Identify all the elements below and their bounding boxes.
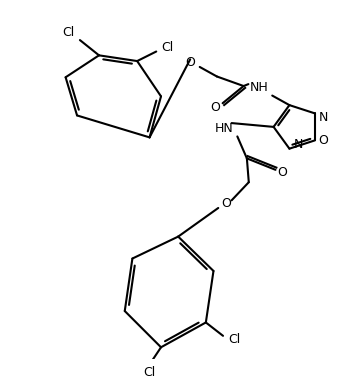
Text: Cl: Cl bbox=[228, 333, 241, 346]
Text: NH: NH bbox=[249, 82, 268, 94]
Text: Cl: Cl bbox=[62, 26, 75, 39]
Text: N: N bbox=[293, 138, 303, 152]
Text: O: O bbox=[318, 134, 329, 147]
Text: Cl: Cl bbox=[162, 41, 174, 54]
Text: Cl: Cl bbox=[143, 365, 156, 376]
Text: N: N bbox=[319, 111, 328, 124]
Text: O: O bbox=[277, 166, 287, 179]
Text: O: O bbox=[185, 56, 195, 69]
Text: O: O bbox=[210, 102, 220, 114]
Text: HN: HN bbox=[215, 122, 233, 135]
Text: O: O bbox=[221, 197, 231, 210]
